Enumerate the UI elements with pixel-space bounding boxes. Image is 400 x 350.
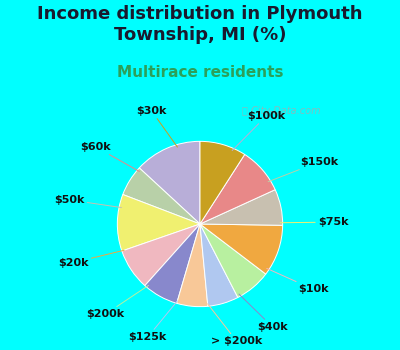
Wedge shape [145,224,200,303]
Text: $10k: $10k [267,268,329,294]
Text: $200k: $200k [86,285,148,319]
Wedge shape [200,141,245,224]
Text: $60k: $60k [80,142,140,172]
Wedge shape [200,224,238,306]
Text: $125k: $125k [128,301,178,342]
Text: ⓘ City-Data.com: ⓘ City-Data.com [242,106,321,116]
Wedge shape [200,190,283,225]
Text: $150k: $150k [268,157,338,182]
Wedge shape [200,224,266,298]
Wedge shape [177,224,208,307]
Wedge shape [139,141,200,224]
Wedge shape [123,168,200,224]
Text: Income distribution in Plymouth
Township, MI (%): Income distribution in Plymouth Township… [37,5,363,44]
Text: $40k: $40k [239,294,288,332]
Wedge shape [200,224,283,274]
Text: > $200k: > $200k [208,304,262,346]
Text: $30k: $30k [136,106,178,147]
Wedge shape [122,224,200,286]
Text: $20k: $20k [58,250,124,267]
Text: $100k: $100k [232,111,286,150]
Text: Multirace residents: Multirace residents [117,65,283,80]
Wedge shape [117,195,200,251]
Text: $75k: $75k [280,217,348,227]
Wedge shape [200,154,275,224]
Text: $50k: $50k [54,195,122,208]
